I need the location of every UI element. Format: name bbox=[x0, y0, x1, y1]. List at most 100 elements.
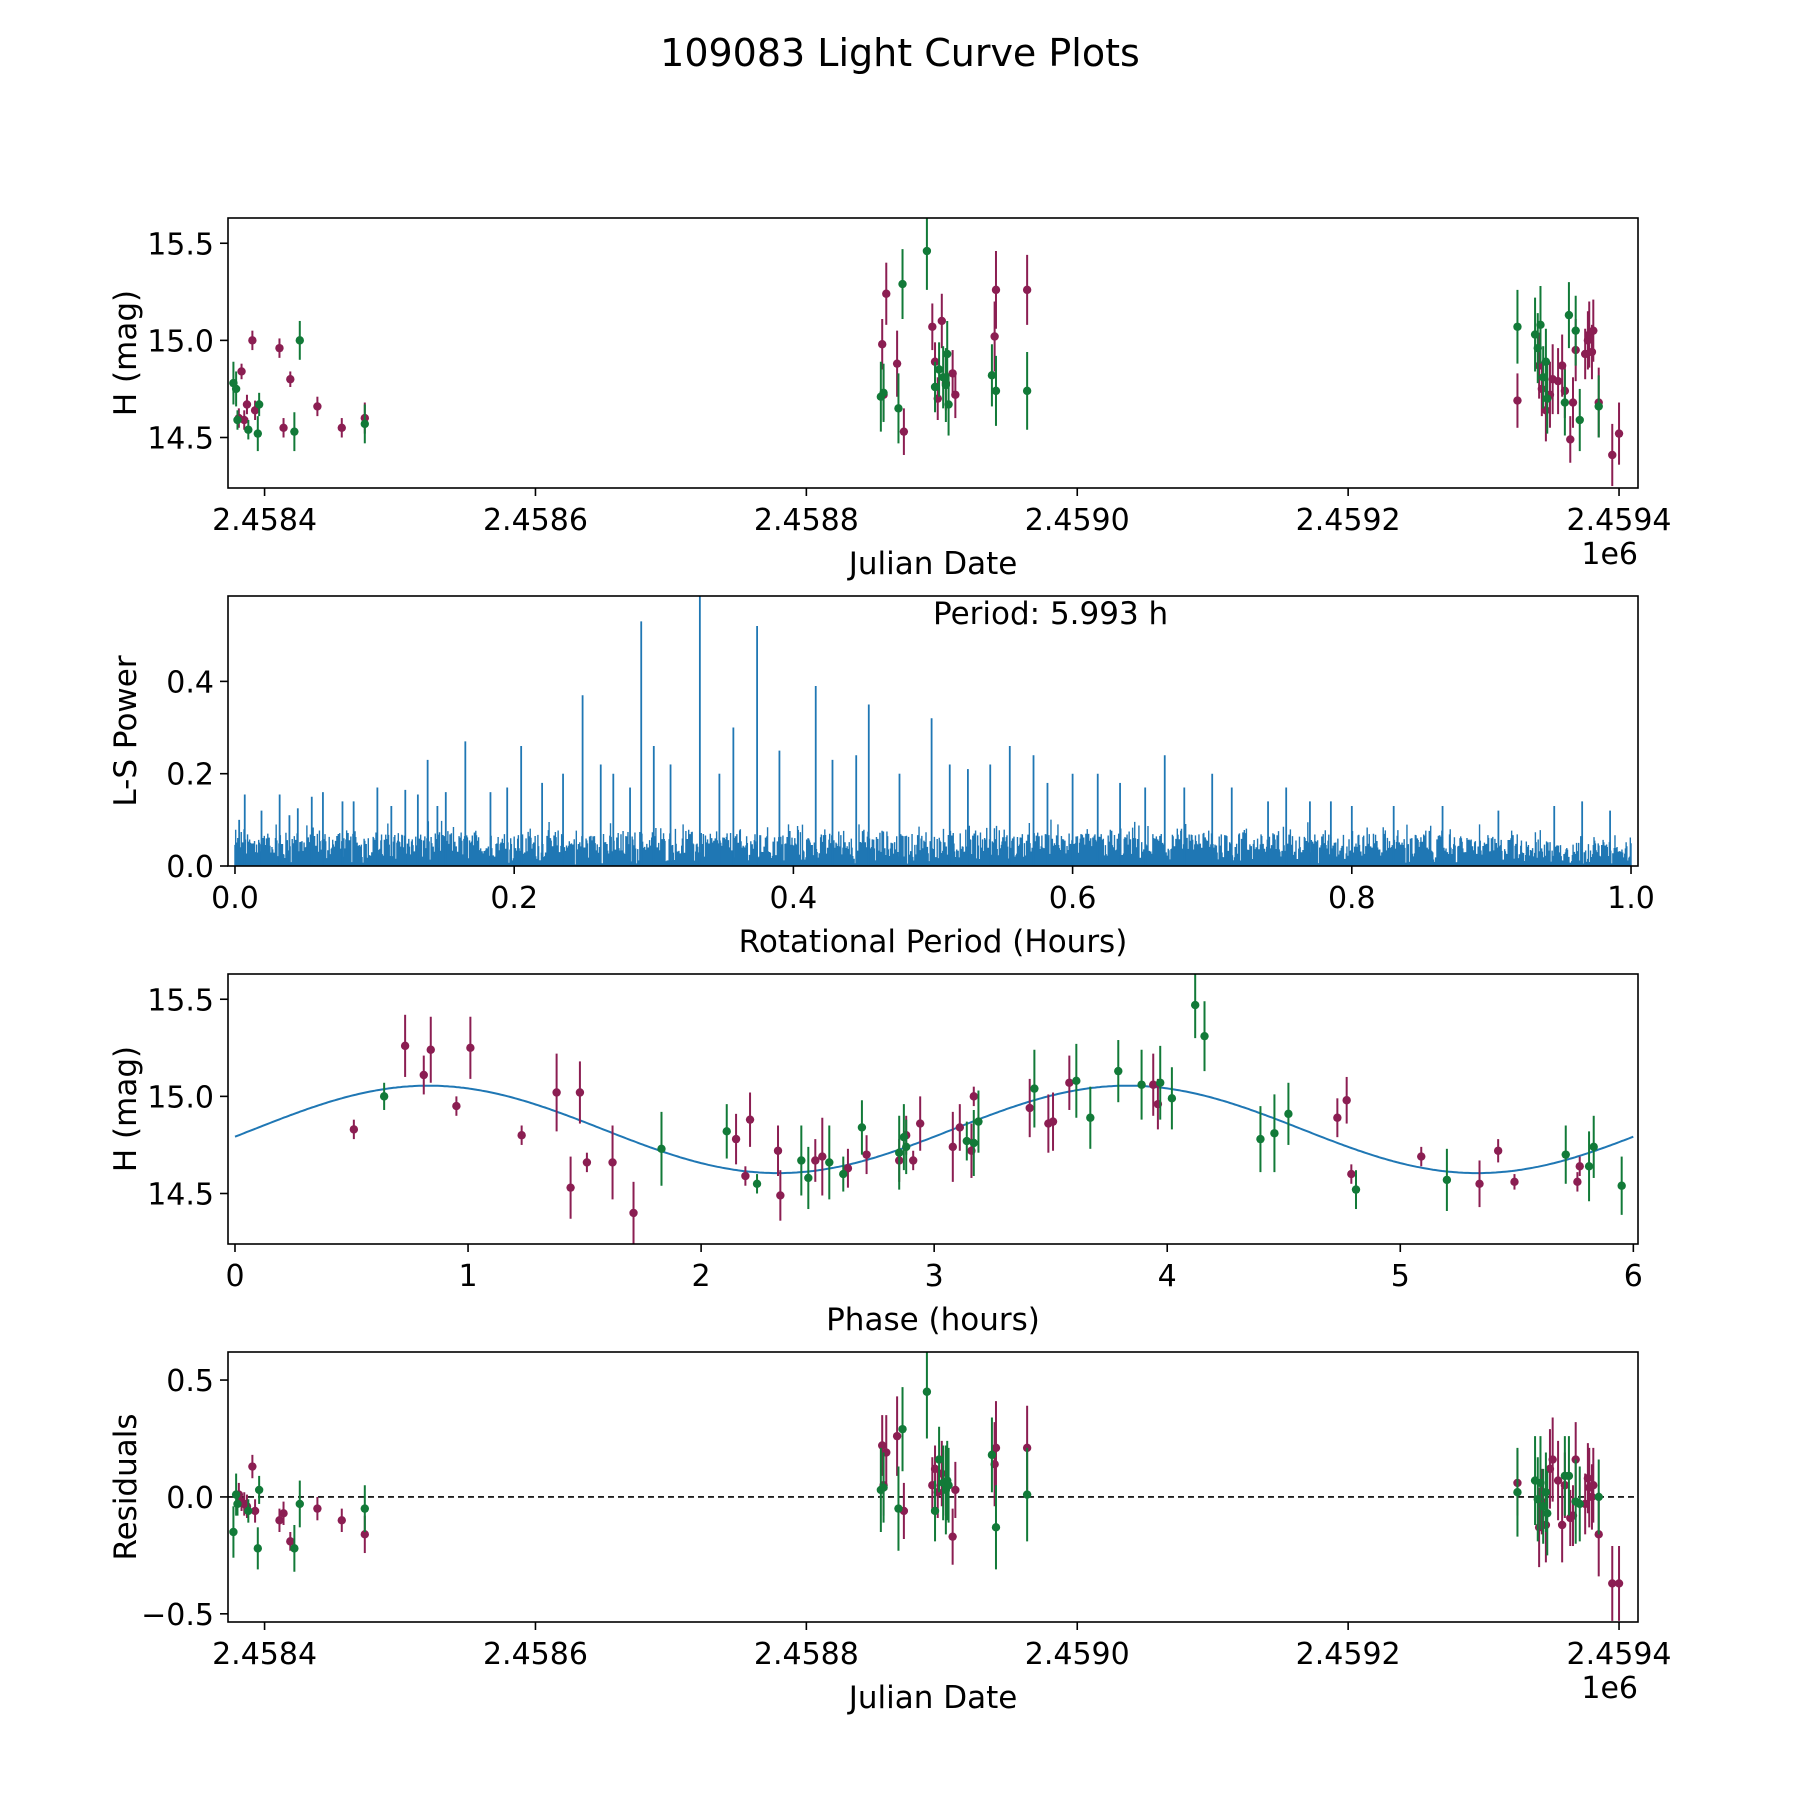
periodogram-axes-frame bbox=[227, 595, 1639, 867]
lightcurve-point-r bbox=[1566, 435, 1575, 444]
phase-point-r bbox=[843, 1164, 853, 1173]
residuals-point-r bbox=[1614, 1579, 1624, 1588]
residuals-point-r bbox=[1557, 1520, 1567, 1530]
phase-point-r bbox=[776, 1191, 785, 1200]
lightcurve-point-g bbox=[1594, 402, 1603, 411]
residuals-point-g bbox=[254, 1485, 264, 1495]
phase-point-r bbox=[608, 1158, 617, 1167]
residuals-point-g bbox=[1513, 1488, 1522, 1497]
residuals-point-g bbox=[944, 1481, 953, 1490]
periodogram-y-tick-label: 0.2 bbox=[166, 758, 214, 793]
lightcurve-point-r bbox=[279, 423, 288, 432]
lightcurve-point-r bbox=[878, 340, 887, 349]
phase-point-g bbox=[1030, 1084, 1039, 1093]
lightcurve-point-g bbox=[894, 404, 903, 413]
lightcurve-x-offset: 1e6 bbox=[1581, 537, 1638, 572]
lightcurve-point-r bbox=[991, 285, 1001, 295]
phase-point-r bbox=[419, 1070, 428, 1080]
residuals-point-r bbox=[1608, 1579, 1617, 1588]
phase-point-r bbox=[948, 1142, 958, 1152]
lightcurve-point-r bbox=[899, 427, 909, 436]
lightcurve-point-g bbox=[1571, 326, 1580, 335]
phase-point-g bbox=[969, 1138, 978, 1148]
lightcurve-y-tick-label: 15.5 bbox=[147, 227, 214, 262]
residuals-point-g bbox=[991, 1523, 1001, 1532]
lightcurve-point-g bbox=[987, 371, 997, 380]
phase-y-tick-label: 15.5 bbox=[147, 983, 214, 1018]
periodogram-x-tick-label: 0.2 bbox=[490, 881, 538, 916]
phase-point-r bbox=[731, 1134, 741, 1144]
phase-point-r bbox=[969, 1092, 978, 1101]
residuals-point-r bbox=[951, 1485, 960, 1495]
phase-point-r bbox=[915, 1119, 925, 1128]
residuals-xlabel: Julian Date bbox=[847, 1680, 1018, 1716]
phase-x-tick-label: 0 bbox=[225, 1259, 244, 1294]
residuals-point-g bbox=[987, 1450, 997, 1460]
phase-point-g bbox=[379, 1092, 389, 1101]
phase-point-g bbox=[797, 1156, 806, 1165]
residuals-point-r bbox=[286, 1537, 295, 1546]
residuals-point-r bbox=[275, 1516, 284, 1525]
phase-point-g bbox=[804, 1173, 813, 1183]
lightcurve-point-g bbox=[1536, 320, 1545, 330]
phase-point-g bbox=[1617, 1181, 1626, 1190]
phase-point-r bbox=[1048, 1117, 1058, 1126]
phase-point-r bbox=[517, 1131, 526, 1140]
lightcurve-axes-frame bbox=[227, 217, 1639, 489]
phase-point-r bbox=[773, 1146, 783, 1155]
phase-x-tick-label: 2 bbox=[692, 1259, 711, 1294]
residuals-point-g bbox=[1541, 1488, 1551, 1497]
residuals-point-g bbox=[360, 1504, 370, 1513]
lightcurve-y-tick-label: 14.5 bbox=[147, 421, 214, 456]
phase-panel: Phase (hours) H (mag) 0 1 2 3 4 5 6 14.5 15.0 15.… bbox=[108, 973, 1643, 1338]
lightcurve-point-r bbox=[1608, 450, 1617, 460]
lightcurve-point-r bbox=[313, 402, 322, 411]
phase-point-g bbox=[962, 1136, 971, 1146]
lightcurve-point-r bbox=[275, 343, 284, 353]
lightcurve-point-g bbox=[943, 349, 952, 359]
residuals-point-g bbox=[244, 1506, 253, 1516]
lightcurve-point-g bbox=[231, 384, 241, 394]
residuals-x-tick-label: 2.4588 bbox=[754, 1637, 859, 1672]
periodogram-x-tick-label: 1.0 bbox=[1607, 881, 1655, 916]
lightcurve-point-r bbox=[1553, 376, 1563, 386]
residuals-panel: Julian Date Residuals 1e6 2.4584 2.4586 2.… bbox=[108, 1351, 1672, 1716]
residuals-x-tick-label: 2.4594 bbox=[1567, 1637, 1672, 1672]
residuals-point-r bbox=[279, 1509, 288, 1518]
lightcurve-point-r bbox=[286, 375, 295, 384]
phase-point-g bbox=[722, 1127, 731, 1136]
residuals-point-r bbox=[360, 1530, 370, 1539]
residuals-point-g bbox=[934, 1455, 944, 1464]
lightcurve-x-tick-label: 2.4592 bbox=[1296, 503, 1401, 538]
lightcurve-point-g bbox=[1022, 386, 1032, 396]
residuals-point-g bbox=[922, 1387, 932, 1396]
phase-point-r bbox=[908, 1156, 918, 1165]
residuals-x-tick-label: 2.4584 bbox=[212, 1637, 317, 1672]
lightcurve-point-r bbox=[250, 406, 260, 415]
phase-point-g bbox=[1114, 1066, 1123, 1076]
periodogram-x-tick-label: 0.0 bbox=[211, 881, 259, 916]
residuals-x-tick-label: 2.4592 bbox=[1296, 1637, 1401, 1672]
phase-point-r bbox=[552, 1088, 561, 1097]
phase-point-r bbox=[1475, 1179, 1484, 1188]
lightcurve-point-r bbox=[930, 357, 940, 366]
residuals-point-g bbox=[1564, 1471, 1574, 1481]
periodogram-plot-area bbox=[234, 596, 1632, 866]
residuals-point-r bbox=[878, 1441, 887, 1450]
periodogram-y-tick-label: 0.4 bbox=[166, 665, 214, 700]
lightcurve-point-r bbox=[990, 332, 999, 341]
phase-point-g bbox=[1086, 1113, 1095, 1122]
lightcurve-point-g bbox=[1575, 415, 1584, 425]
phase-point-r bbox=[1573, 1177, 1582, 1187]
lightcurve-point-g bbox=[295, 336, 304, 345]
phase-x-tick-label: 3 bbox=[925, 1259, 944, 1294]
phase-point-g bbox=[895, 1148, 904, 1157]
residuals-point-g bbox=[879, 1483, 888, 1492]
residuals-plot-area bbox=[228, 1352, 1638, 1621]
residuals-point-r bbox=[1553, 1476, 1563, 1485]
phase-point-g bbox=[974, 1117, 983, 1126]
residuals-x-tick-label: 2.4590 bbox=[1025, 1637, 1130, 1672]
phase-point-r bbox=[862, 1150, 871, 1159]
periodogram-x-tick-label: 0.6 bbox=[1049, 881, 1097, 916]
